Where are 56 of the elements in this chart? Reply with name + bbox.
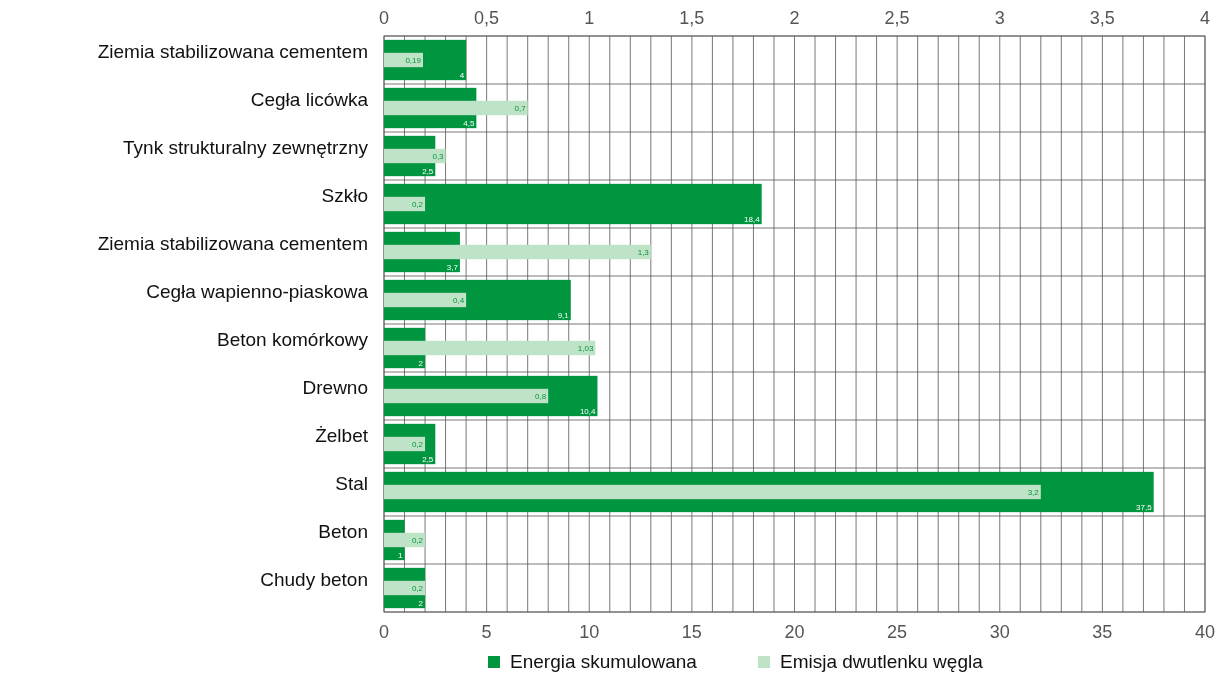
data-label: 1 bbox=[398, 550, 404, 560]
x2-tick-label: 1,5 bbox=[679, 8, 705, 28]
x2-tick-label: 1 bbox=[584, 8, 595, 28]
y-tick-label: Beton bbox=[318, 521, 368, 542]
data-label: 2,5 bbox=[422, 454, 434, 464]
y-tick-label: Ziemia stabilizowana cementem bbox=[97, 41, 368, 62]
x2-tick-label: 0 bbox=[378, 8, 390, 28]
data-label: 0,3 bbox=[432, 152, 445, 161]
data-label: 2 bbox=[418, 358, 424, 368]
x2-tick-label: 2,5 bbox=[884, 8, 910, 28]
x2-tick-label: 2 bbox=[789, 8, 800, 28]
legend-label: Emisja dwutlenku węgla bbox=[780, 651, 984, 672]
x2-tick-label: 3,5 bbox=[1089, 8, 1115, 28]
data-label: 9,1 bbox=[557, 310, 570, 320]
y-tick-label: Ziemia stabilizowana cementem bbox=[97, 233, 368, 254]
data-label: 4,5 bbox=[463, 118, 475, 128]
data-label: 10,4 bbox=[579, 406, 596, 416]
data-label: 2,5 bbox=[422, 166, 434, 176]
data-label: 0,2 bbox=[411, 584, 424, 593]
x2-tick-label: 4 bbox=[1199, 8, 1211, 28]
x-tick-label: 10 bbox=[579, 622, 600, 642]
data-label: 0,2 bbox=[411, 200, 424, 209]
y-tick-label: Cegła wapienno-piaskowa bbox=[146, 281, 369, 302]
x-tick-label: 20 bbox=[784, 622, 805, 642]
x-tick-label: 5 bbox=[481, 622, 492, 642]
data-label: 1,03 bbox=[577, 344, 594, 353]
x-tick-label: 15 bbox=[681, 622, 702, 642]
x-tick-label: 40 bbox=[1194, 622, 1216, 642]
data-label: 0,2 bbox=[411, 536, 424, 545]
data-label: 4 bbox=[459, 70, 465, 80]
data-label: 0,2 bbox=[411, 440, 424, 449]
data-label: 3,7 bbox=[446, 262, 459, 272]
x-tick-label: 25 bbox=[887, 622, 908, 642]
data-label: 0,8 bbox=[535, 392, 547, 401]
data-label: 1,3 bbox=[637, 248, 650, 257]
x-tick-label: 0 bbox=[378, 622, 390, 642]
data-label: 37,5 bbox=[1136, 502, 1153, 512]
x-tick-label: 35 bbox=[1092, 622, 1113, 642]
data-label: 0,7 bbox=[514, 104, 527, 113]
y-tick-label: Stal bbox=[335, 473, 368, 494]
y-tick-label: Tynk strukturalny zewnętrzny bbox=[123, 137, 369, 158]
legend-label: Energia skumulowana bbox=[510, 651, 698, 672]
data-label: 0,19 bbox=[405, 56, 422, 65]
data-label: 18,4 bbox=[744, 214, 761, 224]
y-tick-label: Drewno bbox=[302, 377, 368, 398]
x2-tick-label: 3 bbox=[994, 8, 1005, 28]
y-tick-label: Cegła licówka bbox=[250, 89, 369, 110]
y-tick-label: Beton komórkowy bbox=[216, 329, 369, 350]
y-tick-label: Żelbet bbox=[315, 425, 369, 446]
data-label: 2 bbox=[418, 598, 424, 608]
x2-tick-label: 0,5 bbox=[474, 8, 500, 28]
data-label: 0,4 bbox=[452, 296, 465, 305]
x-tick-label: 30 bbox=[989, 622, 1010, 642]
data-label: 3,2 bbox=[1027, 488, 1040, 497]
y-tick-label: Chudy beton bbox=[260, 569, 368, 590]
y-tick-label: Szkło bbox=[321, 185, 368, 206]
